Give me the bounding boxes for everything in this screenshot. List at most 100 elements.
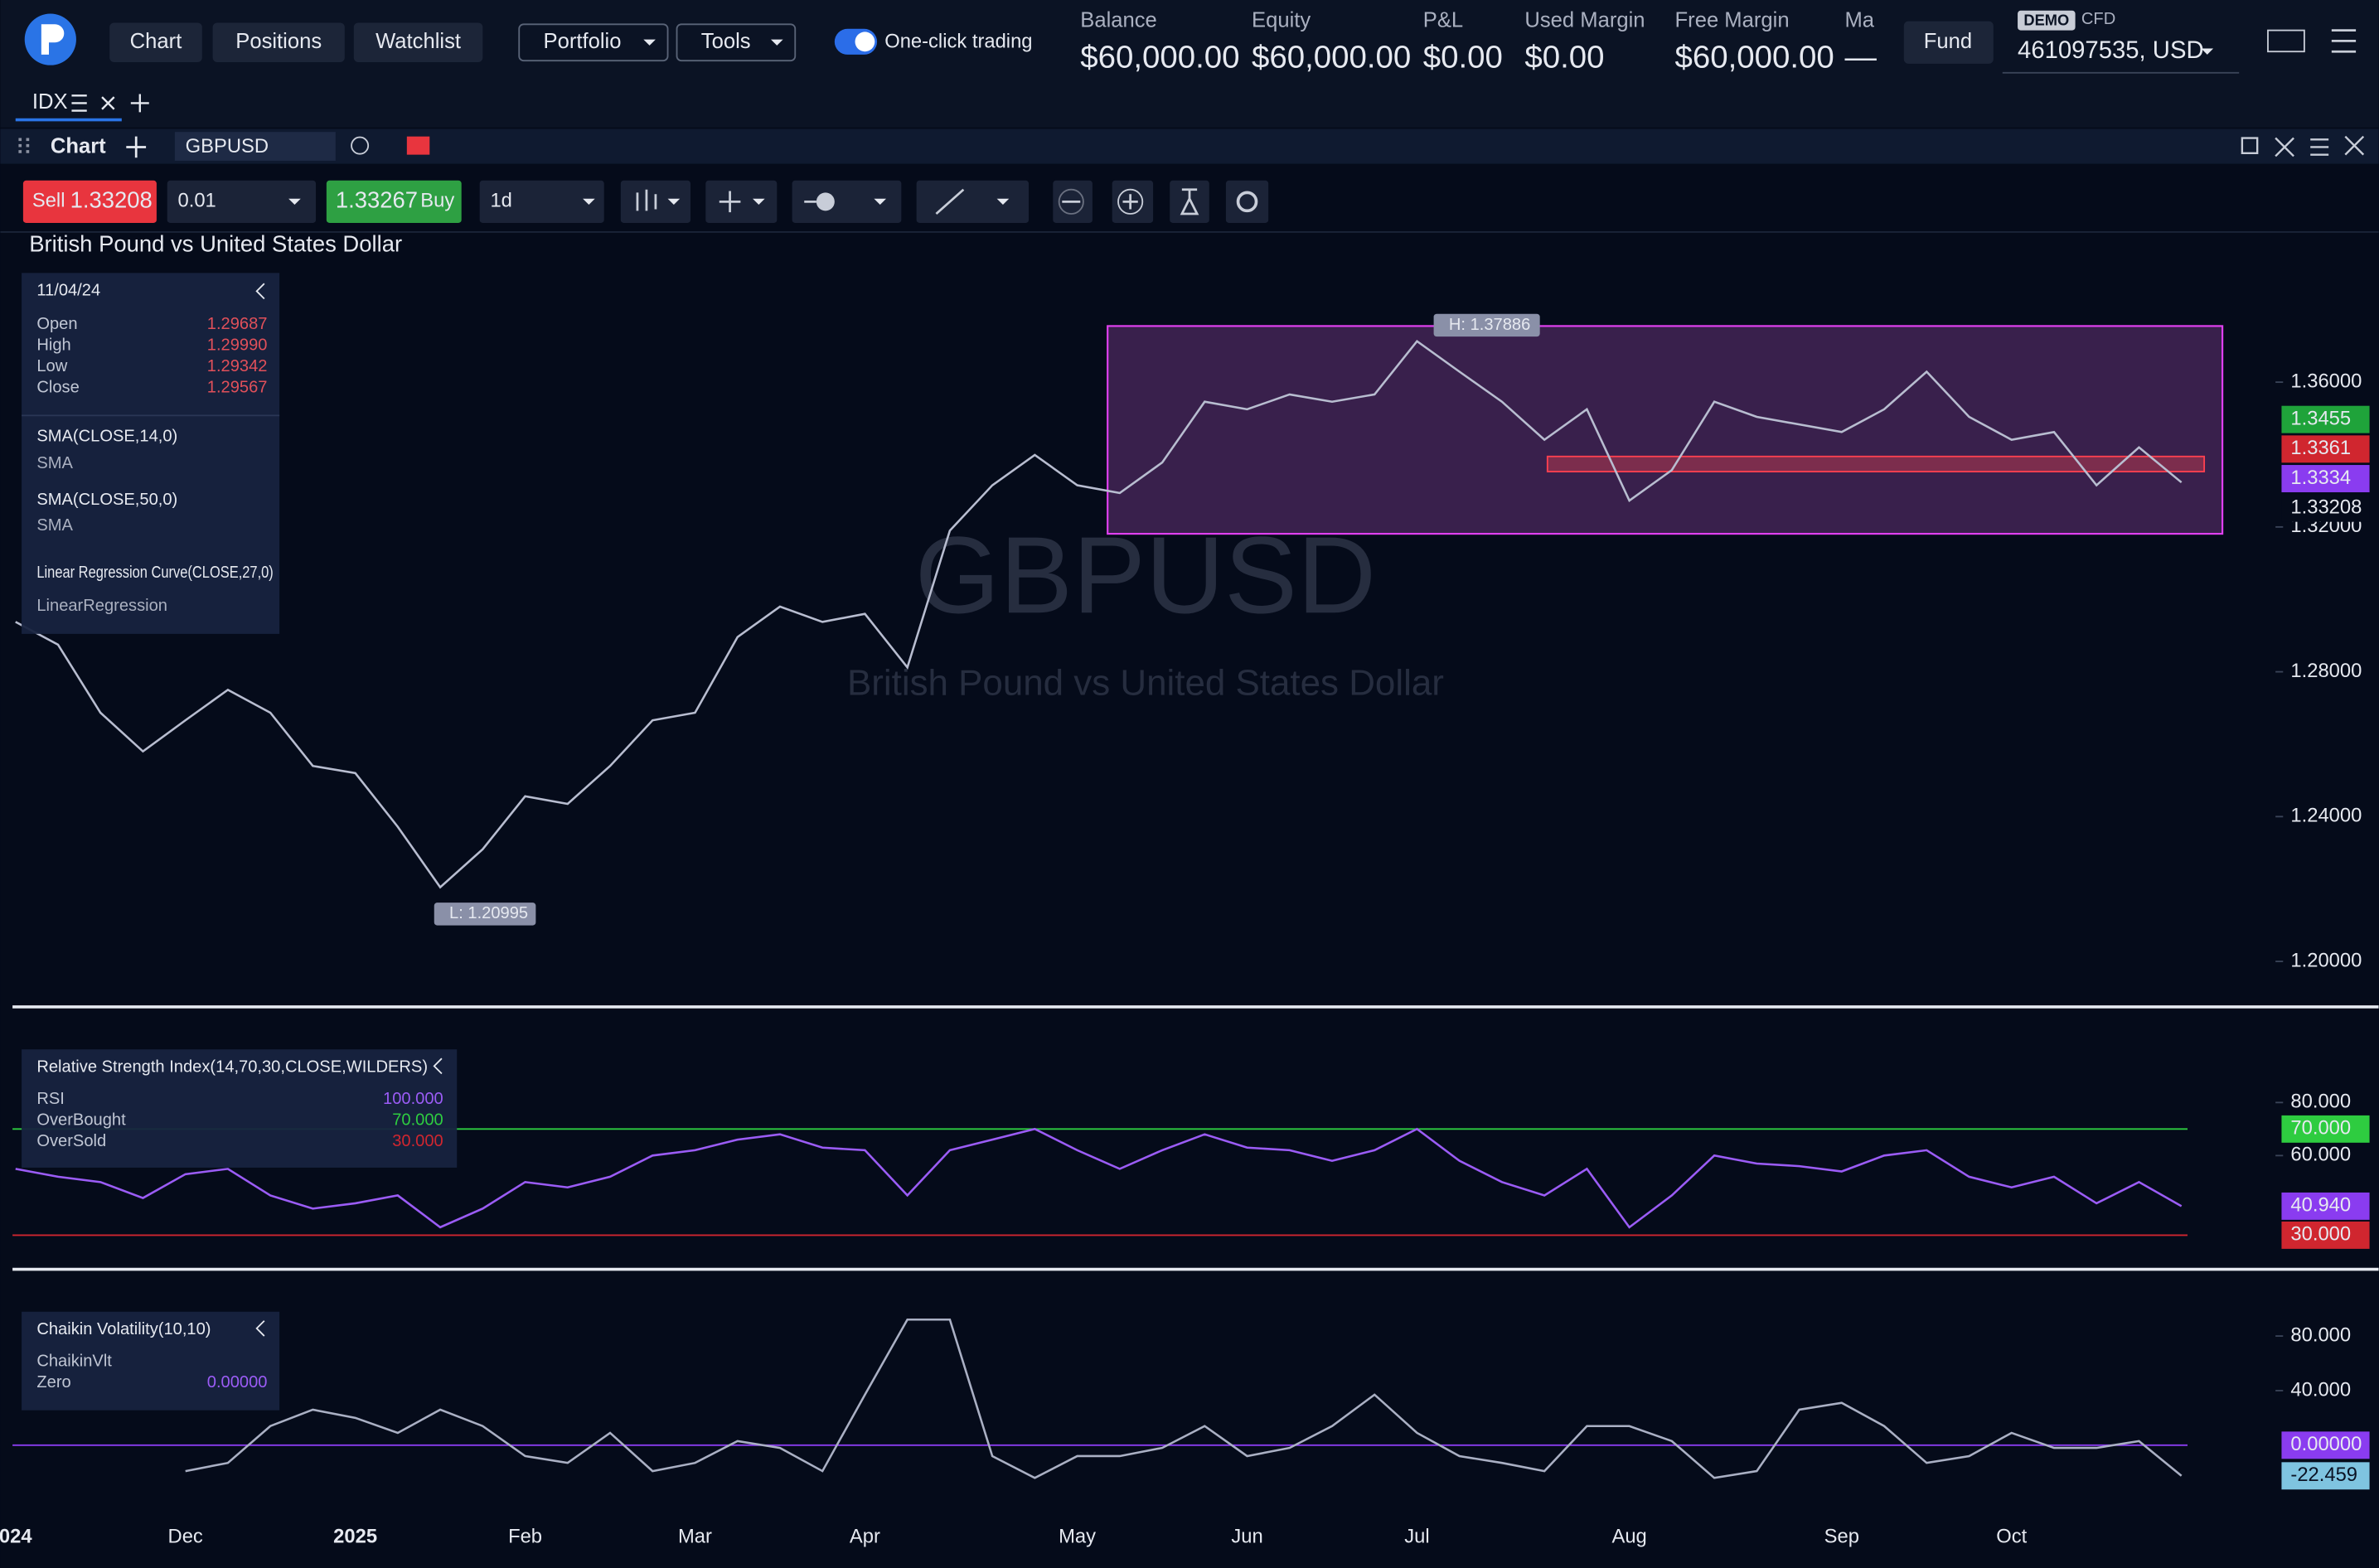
indicator-type: SMA <box>36 454 73 472</box>
sell-label: Sell <box>32 190 65 212</box>
high-label: H: 1.37886 <box>1449 316 1530 334</box>
clock-glyph <box>816 192 835 211</box>
settings[interactable] <box>1225 180 1269 223</box>
indicator-name: SMA(CLOSE,14,0) <box>36 427 177 445</box>
panel-icons[interactable] <box>2241 135 2365 157</box>
stat-value: $0.00 <box>1423 40 1503 75</box>
series-line <box>15 339 2183 889</box>
sell-button[interactable] <box>22 180 157 223</box>
x-tick-label: Mar <box>678 1526 712 1548</box>
price-tag <box>2281 405 2370 433</box>
stat-label: P&L <box>1423 8 1463 31</box>
info-icon[interactable] <box>351 136 370 155</box>
x-tick-label: Oct <box>1996 1526 2027 1548</box>
zone-box[interactable] <box>1546 455 2206 472</box>
studies[interactable] <box>1170 180 1209 223</box>
level-tag-label: 30.000 <box>2290 1223 2351 1246</box>
buy-button[interactable] <box>326 180 462 223</box>
symbol[interactable]: GBPUSD <box>186 135 269 157</box>
zoom-glyph <box>1117 188 1144 215</box>
account-type: DEMO <box>2023 11 2069 28</box>
color-swatch[interactable] <box>406 136 430 155</box>
account[interactable]: 461097535, USD <box>2018 37 2204 64</box>
product: CFD <box>2081 10 2115 28</box>
rsi-legend <box>22 1049 458 1168</box>
ohlc-label: Close <box>36 379 79 397</box>
quantity-box[interactable] <box>167 180 317 223</box>
symbol-box[interactable] <box>174 132 336 161</box>
stat-label: Free Margin <box>1675 8 1790 31</box>
y-tick-label: 60.000 <box>2290 1144 2351 1166</box>
level-tag-label: 70.000 <box>2290 1117 2351 1140</box>
indicator-row-value: 0.00000 <box>207 1373 268 1391</box>
buy-label: Buy <box>420 190 454 212</box>
ohlc-value: 1.29342 <box>207 357 268 375</box>
x-tick-label: Sep <box>1824 1526 1859 1548</box>
nav-label[interactable]: Chart <box>130 30 182 53</box>
fund-label: Fund <box>1924 30 1972 53</box>
price-tag-label: 1.3334 <box>2290 467 2351 489</box>
nav-label[interactable]: Positions <box>235 30 322 53</box>
price-tag-label: 1.3361 <box>2290 437 2351 459</box>
ohlc-value: 1.29567 <box>207 379 268 397</box>
collapse-icons[interactable] <box>255 283 443 1337</box>
zoom-glyph <box>1058 188 1084 215</box>
menu-button[interactable] <box>518 23 669 62</box>
level-tag <box>2281 1221 2370 1249</box>
stat-label: Equity <box>1252 8 1311 31</box>
stat-value: — <box>1844 40 1877 75</box>
price-tag <box>2281 435 2370 463</box>
overlay: Chart Positions Watchlist Portfolio Tools Bal… <box>0 8 2370 1548</box>
low-label: L: 1.20995 <box>449 904 528 922</box>
indicator-type: LinearRegression <box>36 597 167 615</box>
sell-price: 1.33208 <box>70 187 153 213</box>
stat-value: $60,000.00 <box>1080 40 1239 75</box>
caret <box>288 198 301 206</box>
indicator-row: ChaikinVlt <box>36 1352 112 1370</box>
line-tool[interactable] <box>916 180 1030 223</box>
y-tick-label: 1.24000 <box>2290 805 2362 827</box>
menu-label[interactable]: Tools <box>701 30 751 53</box>
crosshair[interactable] <box>705 180 778 223</box>
nav-button[interactable] <box>353 22 483 63</box>
menu-icon[interactable] <box>2331 29 2357 53</box>
drawing-tools[interactable] <box>792 180 902 223</box>
ohlc-label: Open <box>36 315 77 333</box>
interval-box[interactable] <box>479 180 604 223</box>
layout-icon[interactable] <box>2267 29 2305 53</box>
current-tag <box>2281 1192 2370 1220</box>
fund-button[interactable] <box>1903 21 1994 64</box>
stat-label: Used Margin <box>1524 8 1645 31</box>
tool-buttons[interactable] <box>620 180 1269 223</box>
indicator-row: OverSold <box>36 1132 106 1150</box>
caret <box>583 198 595 206</box>
price-legend <box>22 273 280 634</box>
stat-label: Balance <box>1080 8 1157 31</box>
tab-icons[interactable] <box>71 94 149 113</box>
range-box[interactable] <box>1107 325 2224 535</box>
panel-header <box>0 128 2379 164</box>
nav-button[interactable] <box>109 22 202 63</box>
price-tag-label: 1.33208 <box>2290 496 2362 518</box>
nav-label[interactable]: Watchlist <box>376 30 461 53</box>
menu-label[interactable]: Portfolio <box>544 30 622 53</box>
indicator-name: SMA(CLOSE,50,0) <box>36 491 177 509</box>
add-icon[interactable] <box>126 136 147 158</box>
indicator-row: RSI <box>36 1090 65 1108</box>
caret <box>770 39 783 46</box>
indicator-row-value: 30.000 <box>392 1132 443 1150</box>
buy-price: 1.33267 <box>336 187 418 213</box>
menu-button[interactable] <box>676 23 797 62</box>
stat-value: $60,000.00 <box>1252 40 1411 75</box>
one-click-label: One-click trading <box>884 31 1032 53</box>
ohlc-value: 1.29687 <box>207 315 268 333</box>
nav-button[interactable] <box>212 22 345 63</box>
watermark-name: British Pound vs United States Dollar <box>847 663 1444 704</box>
price-tag-label: 1.3455 <box>2290 407 2351 429</box>
high-box <box>1433 313 1540 337</box>
low-box <box>434 903 536 926</box>
tab-label[interactable]: IDX <box>32 90 68 114</box>
indicator-row: OverBought <box>36 1111 126 1130</box>
indicator-type: SMA <box>36 516 73 535</box>
